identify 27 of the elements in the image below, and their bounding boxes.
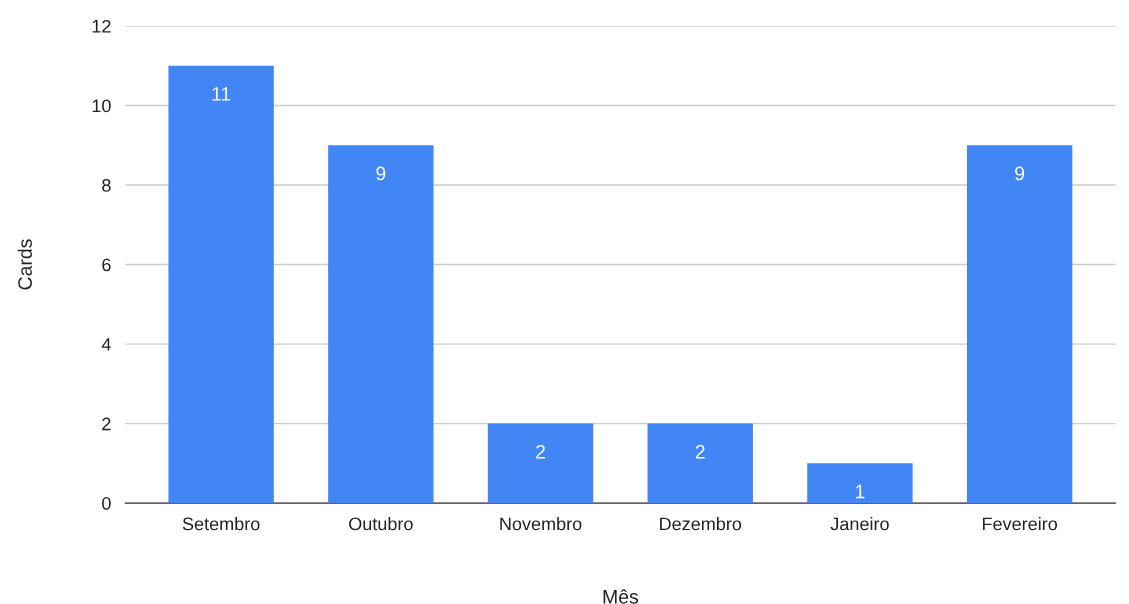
bar <box>647 423 753 504</box>
x-tick-label: Janeiro <box>830 517 889 531</box>
y-tick-label: 0 <box>102 497 111 510</box>
y-tick-label: 2 <box>102 417 111 431</box>
data-label: 9 <box>1015 166 1025 181</box>
data-label: 2 <box>536 444 545 459</box>
bar <box>328 145 434 504</box>
bar <box>807 463 913 504</box>
x-tick-label: Outubro <box>349 517 413 531</box>
data-label: 2 <box>695 444 705 459</box>
x-tick-label: Dezembro <box>660 517 742 531</box>
data-label: 11 <box>212 87 231 101</box>
x-tick-label: Setembro <box>182 517 260 531</box>
y-tick-label: 4 <box>101 338 111 351</box>
y-axis-title: Cards <box>17 239 32 290</box>
x-axis-title: Mês <box>603 589 639 604</box>
data-label: 1 <box>856 484 865 499</box>
y-tick-label: 12 <box>92 19 111 33</box>
x-tick-label: Fevereiro <box>982 517 1058 531</box>
y-tick-label: 6 <box>102 258 111 272</box>
y-tick-label: 8 <box>102 178 111 192</box>
bar <box>487 423 594 504</box>
bar <box>168 65 274 504</box>
y-tick-label: 10 <box>92 99 111 113</box>
data-label: 9 <box>376 166 386 181</box>
bar <box>966 145 1073 504</box>
x-tick-label: Novembro <box>500 517 582 531</box>
